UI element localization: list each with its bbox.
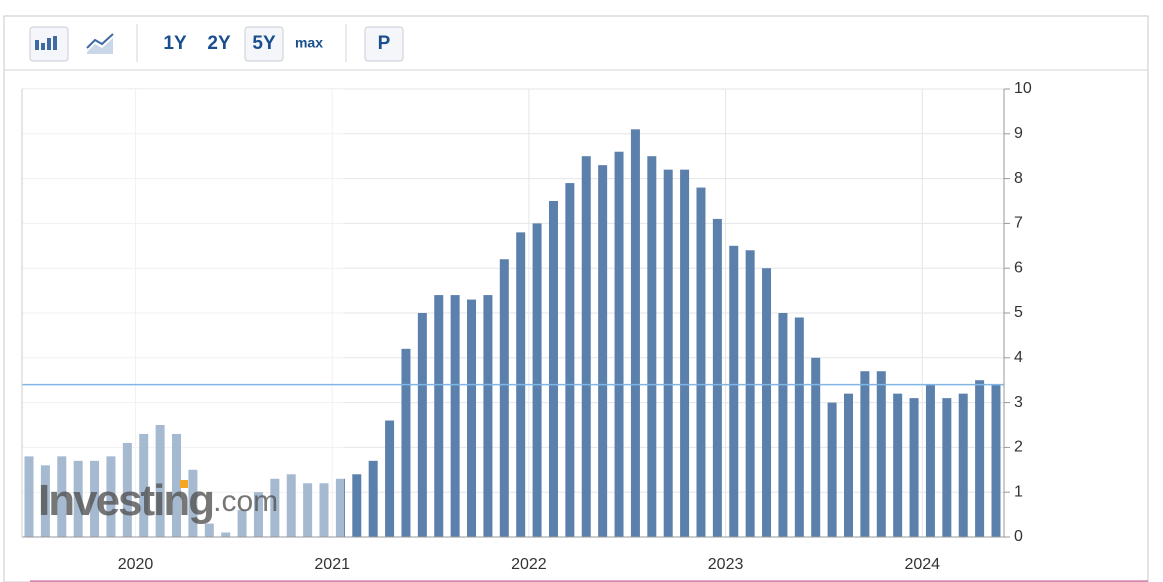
bar — [73, 460, 83, 537]
x-tick-label: 2023 — [708, 556, 744, 573]
bar — [253, 492, 263, 537]
watermark-fade — [22, 89, 344, 537]
bar — [368, 460, 378, 537]
bar — [106, 456, 116, 537]
bar — [467, 299, 477, 537]
bar — [827, 402, 837, 537]
line-chart-button[interactable] — [86, 33, 114, 54]
bar — [221, 532, 231, 537]
bar — [450, 295, 460, 537]
bar — [794, 317, 804, 537]
bar — [614, 151, 624, 537]
x-tick-label: 2022 — [511, 556, 547, 573]
range-button[interactable]: 2Y — [207, 33, 231, 54]
y-tick-label: 2 — [1014, 439, 1023, 456]
bar — [991, 384, 1001, 537]
bar — [548, 201, 558, 537]
bar — [40, 465, 50, 537]
bar — [958, 393, 968, 537]
bar — [811, 357, 821, 537]
bar — [434, 295, 444, 537]
y-tick-label: 4 — [1014, 349, 1023, 366]
watermark: Investing.com — [38, 476, 278, 525]
bar — [237, 510, 247, 537]
p-button[interactable]: P — [378, 33, 391, 54]
bar — [680, 169, 690, 537]
selected-range-bg — [244, 26, 284, 62]
bar — [155, 425, 165, 537]
bar — [122, 442, 132, 537]
y-tick-label: 3 — [1014, 394, 1023, 411]
bar — [188, 469, 198, 537]
bar — [319, 483, 329, 537]
bar — [975, 380, 985, 537]
bar — [663, 169, 673, 537]
bar — [57, 456, 67, 537]
bar — [565, 183, 575, 537]
bar — [696, 187, 706, 537]
bar — [876, 371, 886, 537]
y-tick-label: 10 — [1014, 80, 1032, 97]
bar — [647, 156, 657, 537]
line-icon — [86, 33, 114, 49]
y-tick-label: 8 — [1014, 170, 1023, 187]
bar — [270, 478, 280, 537]
y-tick-label: 7 — [1014, 215, 1023, 232]
bar — [90, 460, 100, 537]
bar — [893, 393, 903, 537]
bar — [286, 474, 296, 537]
watermark-accent — [180, 480, 188, 488]
bar — [598, 165, 608, 537]
bar — [745, 250, 755, 537]
p-button-bg — [364, 26, 404, 62]
range-button[interactable]: 1Y — [163, 33, 187, 54]
x-tick-label: 2020 — [118, 556, 154, 573]
bar — [24, 456, 34, 537]
bar — [581, 156, 591, 537]
y-tick-label: 6 — [1014, 259, 1023, 276]
bar — [860, 371, 870, 537]
area-icon — [87, 38, 113, 54]
bar — [762, 268, 772, 537]
bar — [139, 433, 149, 537]
bar — [499, 259, 509, 537]
bar — [778, 313, 788, 537]
watermark-suffix: .com — [213, 485, 278, 518]
bar — [630, 129, 640, 537]
bar — [942, 398, 952, 537]
bar — [483, 295, 493, 537]
y-tick-label: 0 — [1014, 528, 1023, 545]
bar — [335, 478, 345, 537]
bar — [909, 398, 919, 537]
bar — [417, 313, 427, 537]
bar — [712, 218, 722, 538]
bar — [204, 523, 214, 537]
bar — [172, 433, 182, 537]
bar — [385, 420, 395, 537]
bar-icon — [35, 36, 57, 50]
x-tick-label: 2024 — [904, 556, 940, 573]
bar — [532, 223, 542, 537]
bar — [401, 348, 411, 537]
bar — [925, 384, 935, 537]
range-button[interactable]: 5Y — [252, 33, 276, 54]
x-tick-label: 2021 — [314, 556, 350, 573]
bar-chart-button[interactable] — [29, 26, 69, 62]
y-tick-label: 1 — [1014, 483, 1023, 500]
bar — [303, 483, 313, 537]
bar — [843, 393, 853, 537]
bar — [352, 474, 362, 537]
y-tick-label: 5 — [1014, 304, 1023, 321]
bar — [729, 245, 739, 538]
range-button[interactable]: max — [295, 35, 323, 51]
y-tick-label: 9 — [1014, 125, 1023, 142]
